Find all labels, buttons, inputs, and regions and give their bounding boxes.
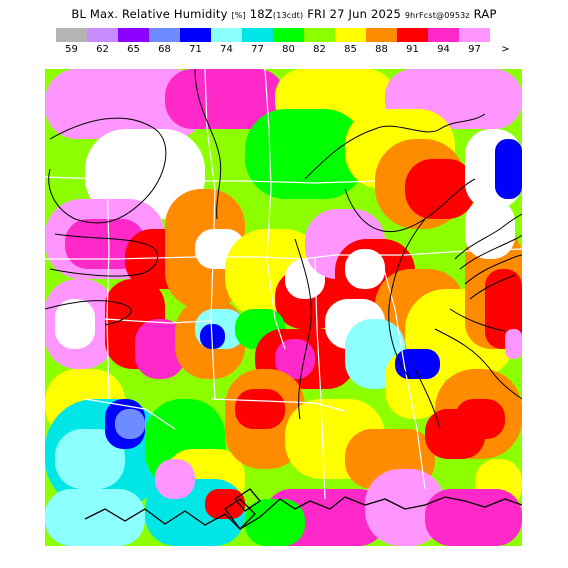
humidity-region xyxy=(235,389,285,429)
legend-label: 65 xyxy=(127,44,140,55)
legend-label: 97 xyxy=(468,44,481,55)
legend-swatch xyxy=(304,28,335,42)
humidity-region xyxy=(205,489,245,519)
humidity-region xyxy=(55,299,95,349)
humidity-fill-layer xyxy=(45,69,522,546)
state-border xyxy=(314,258,326,500)
humidity-region xyxy=(345,249,385,289)
humidity-region xyxy=(135,319,185,379)
humidity-map xyxy=(45,69,522,546)
coastline-layer xyxy=(84,488,522,530)
color-legend xyxy=(56,28,521,42)
legend-label: 68 xyxy=(158,44,171,55)
coastline xyxy=(224,498,256,530)
humidity-region xyxy=(505,329,522,359)
humidity-region xyxy=(245,499,305,546)
legend-swatch xyxy=(211,28,242,42)
legend-label: 59 xyxy=(65,44,78,55)
map-title: BL Max. Relative Humidity [%] 18Z(13cdt)… xyxy=(0,7,568,21)
contour-line xyxy=(414,368,441,430)
humidity-region xyxy=(495,139,522,199)
legend-label: 82 xyxy=(313,44,326,55)
legend-swatch xyxy=(366,28,397,42)
humidity-region xyxy=(165,69,285,129)
title-valid-hour: 18Z xyxy=(249,7,273,21)
humidity-region xyxy=(155,459,195,499)
state-border xyxy=(379,254,426,490)
contour-line xyxy=(459,234,522,270)
humidity-region xyxy=(465,199,515,259)
state-border xyxy=(104,318,212,324)
legend-swatch xyxy=(87,28,118,42)
humidity-region xyxy=(115,409,145,439)
contour-line xyxy=(374,113,486,133)
legend-swatch xyxy=(56,28,87,42)
coastline xyxy=(84,496,522,530)
legend-label: 94 xyxy=(437,44,450,55)
humidity-region xyxy=(245,109,365,199)
humidity-region xyxy=(45,69,205,139)
contour-line xyxy=(294,238,312,420)
title-date: FRI 27 Jun 2025 xyxy=(307,7,402,21)
legend-swatch xyxy=(428,28,459,42)
contour-line xyxy=(454,213,522,260)
title-forecast-info: 9hrFcst@0953z xyxy=(404,11,470,20)
legend-swatch xyxy=(242,28,273,42)
contour-line xyxy=(388,218,426,380)
title-unit: [%] xyxy=(231,11,246,20)
contour-line xyxy=(434,328,522,400)
legend-swatch xyxy=(149,28,180,42)
legend-swatch xyxy=(490,28,521,42)
humidity-region xyxy=(55,429,125,489)
humidity-region xyxy=(395,349,440,379)
state-border xyxy=(210,398,346,412)
contour-line xyxy=(469,274,516,300)
title-model: RAP xyxy=(473,7,497,21)
state-border xyxy=(106,178,110,400)
state-border xyxy=(84,398,176,430)
legend-label: 88 xyxy=(375,44,388,55)
legend-swatch xyxy=(459,28,490,42)
contour-line xyxy=(48,117,167,224)
legend-label: 77 xyxy=(251,44,264,55)
contour-line xyxy=(45,300,132,326)
humidity-region xyxy=(45,489,145,546)
coastline xyxy=(234,488,261,512)
humidity-region xyxy=(425,489,522,546)
legend-label: > xyxy=(501,44,510,55)
humidity-region xyxy=(425,409,485,459)
title-main: BL Max. Relative Humidity xyxy=(71,7,228,21)
legend-label: 71 xyxy=(189,44,202,55)
legend-label: 62 xyxy=(96,44,109,55)
contour-line xyxy=(449,308,506,332)
state-border xyxy=(45,248,522,260)
legend-swatch xyxy=(397,28,428,42)
contour-line xyxy=(194,69,222,220)
legend-swatch xyxy=(118,28,149,42)
contour-line xyxy=(49,233,158,277)
legend-swatch xyxy=(335,28,366,42)
legend-label: 80 xyxy=(282,44,295,55)
state-border xyxy=(264,69,286,350)
legend-label: 74 xyxy=(220,44,233,55)
contour-line xyxy=(344,178,476,233)
title-local-time: (13cdt) xyxy=(272,11,304,20)
contour-line xyxy=(464,254,522,285)
contour-line xyxy=(304,128,376,180)
legend-label: 85 xyxy=(344,44,357,55)
humidity-region xyxy=(85,129,205,219)
legend-swatch xyxy=(273,28,304,42)
humidity-region xyxy=(200,324,225,349)
legend-swatch xyxy=(180,28,211,42)
contour-layer xyxy=(45,69,522,430)
legend-label: 91 xyxy=(406,44,419,55)
state-border xyxy=(45,176,376,184)
humidity-region xyxy=(405,159,475,219)
